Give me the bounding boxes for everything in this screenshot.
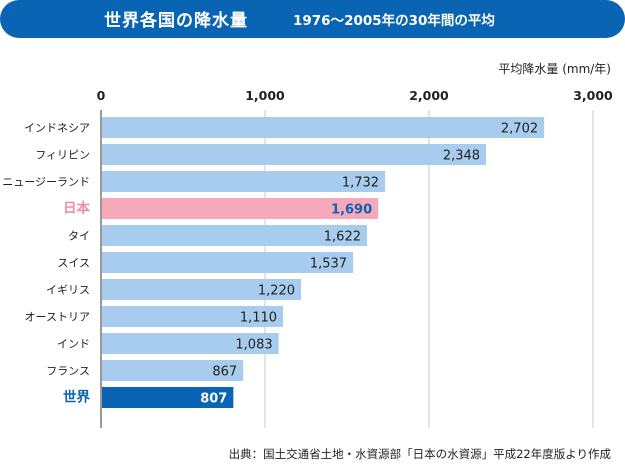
category-label: インドネシア: [24, 122, 90, 135]
data-label: 1,622: [324, 230, 361, 245]
category-label: 日本: [63, 200, 90, 217]
bar: [102, 360, 244, 381]
data-label: 1,110: [240, 311, 277, 326]
data-label: 1,690: [331, 203, 372, 218]
header-bar: 世界各国の降水量 1976〜2005年の30年間の平均: [0, 0, 625, 38]
data-label: 2,702: [501, 122, 538, 137]
data-label: 1,083: [235, 338, 272, 353]
bar: [102, 306, 284, 327]
data-label: 807: [200, 392, 227, 407]
category-label: イギリス: [46, 284, 90, 297]
bar: [102, 171, 386, 192]
category-label: フランス: [46, 365, 90, 378]
category-label: スイス: [57, 257, 90, 270]
x-tick-label: 1,000: [245, 88, 285, 103]
axis-unit-label: 平均降水量 (mm/年): [498, 62, 611, 76]
x-tick-label: 3,000: [573, 88, 613, 103]
bar: [102, 225, 368, 246]
data-label: 867: [212, 365, 237, 380]
category-label: ニュージーランド: [2, 176, 90, 189]
data-label: 2,348: [443, 149, 480, 164]
category-label: 世界: [63, 389, 90, 406]
x-tick-label: 0: [97, 88, 106, 103]
data-label: 1,220: [258, 284, 295, 299]
bar: [102, 144, 487, 165]
data-label: 1,537: [310, 257, 347, 272]
bar: [102, 252, 354, 273]
bar: [102, 198, 379, 219]
category-label: フィリピン: [35, 149, 90, 162]
bar: [102, 279, 302, 300]
bar: [102, 333, 279, 354]
data-label: 1,732: [342, 176, 379, 191]
category-label: オーストリア: [25, 311, 90, 324]
chart-title: 世界各国の降水量: [104, 11, 248, 31]
category-label: タイ: [68, 230, 90, 243]
source-note: 出典：国土交通省土地・水資源部「日本の水資源」平成22年度版より作成: [228, 447, 611, 461]
x-tick-label: 2,000: [409, 88, 449, 103]
chart-subtitle: 1976〜2005年の30年間の平均: [293, 13, 495, 29]
category-label: インド: [57, 338, 90, 351]
bar: [102, 117, 545, 138]
bar: [102, 387, 234, 408]
